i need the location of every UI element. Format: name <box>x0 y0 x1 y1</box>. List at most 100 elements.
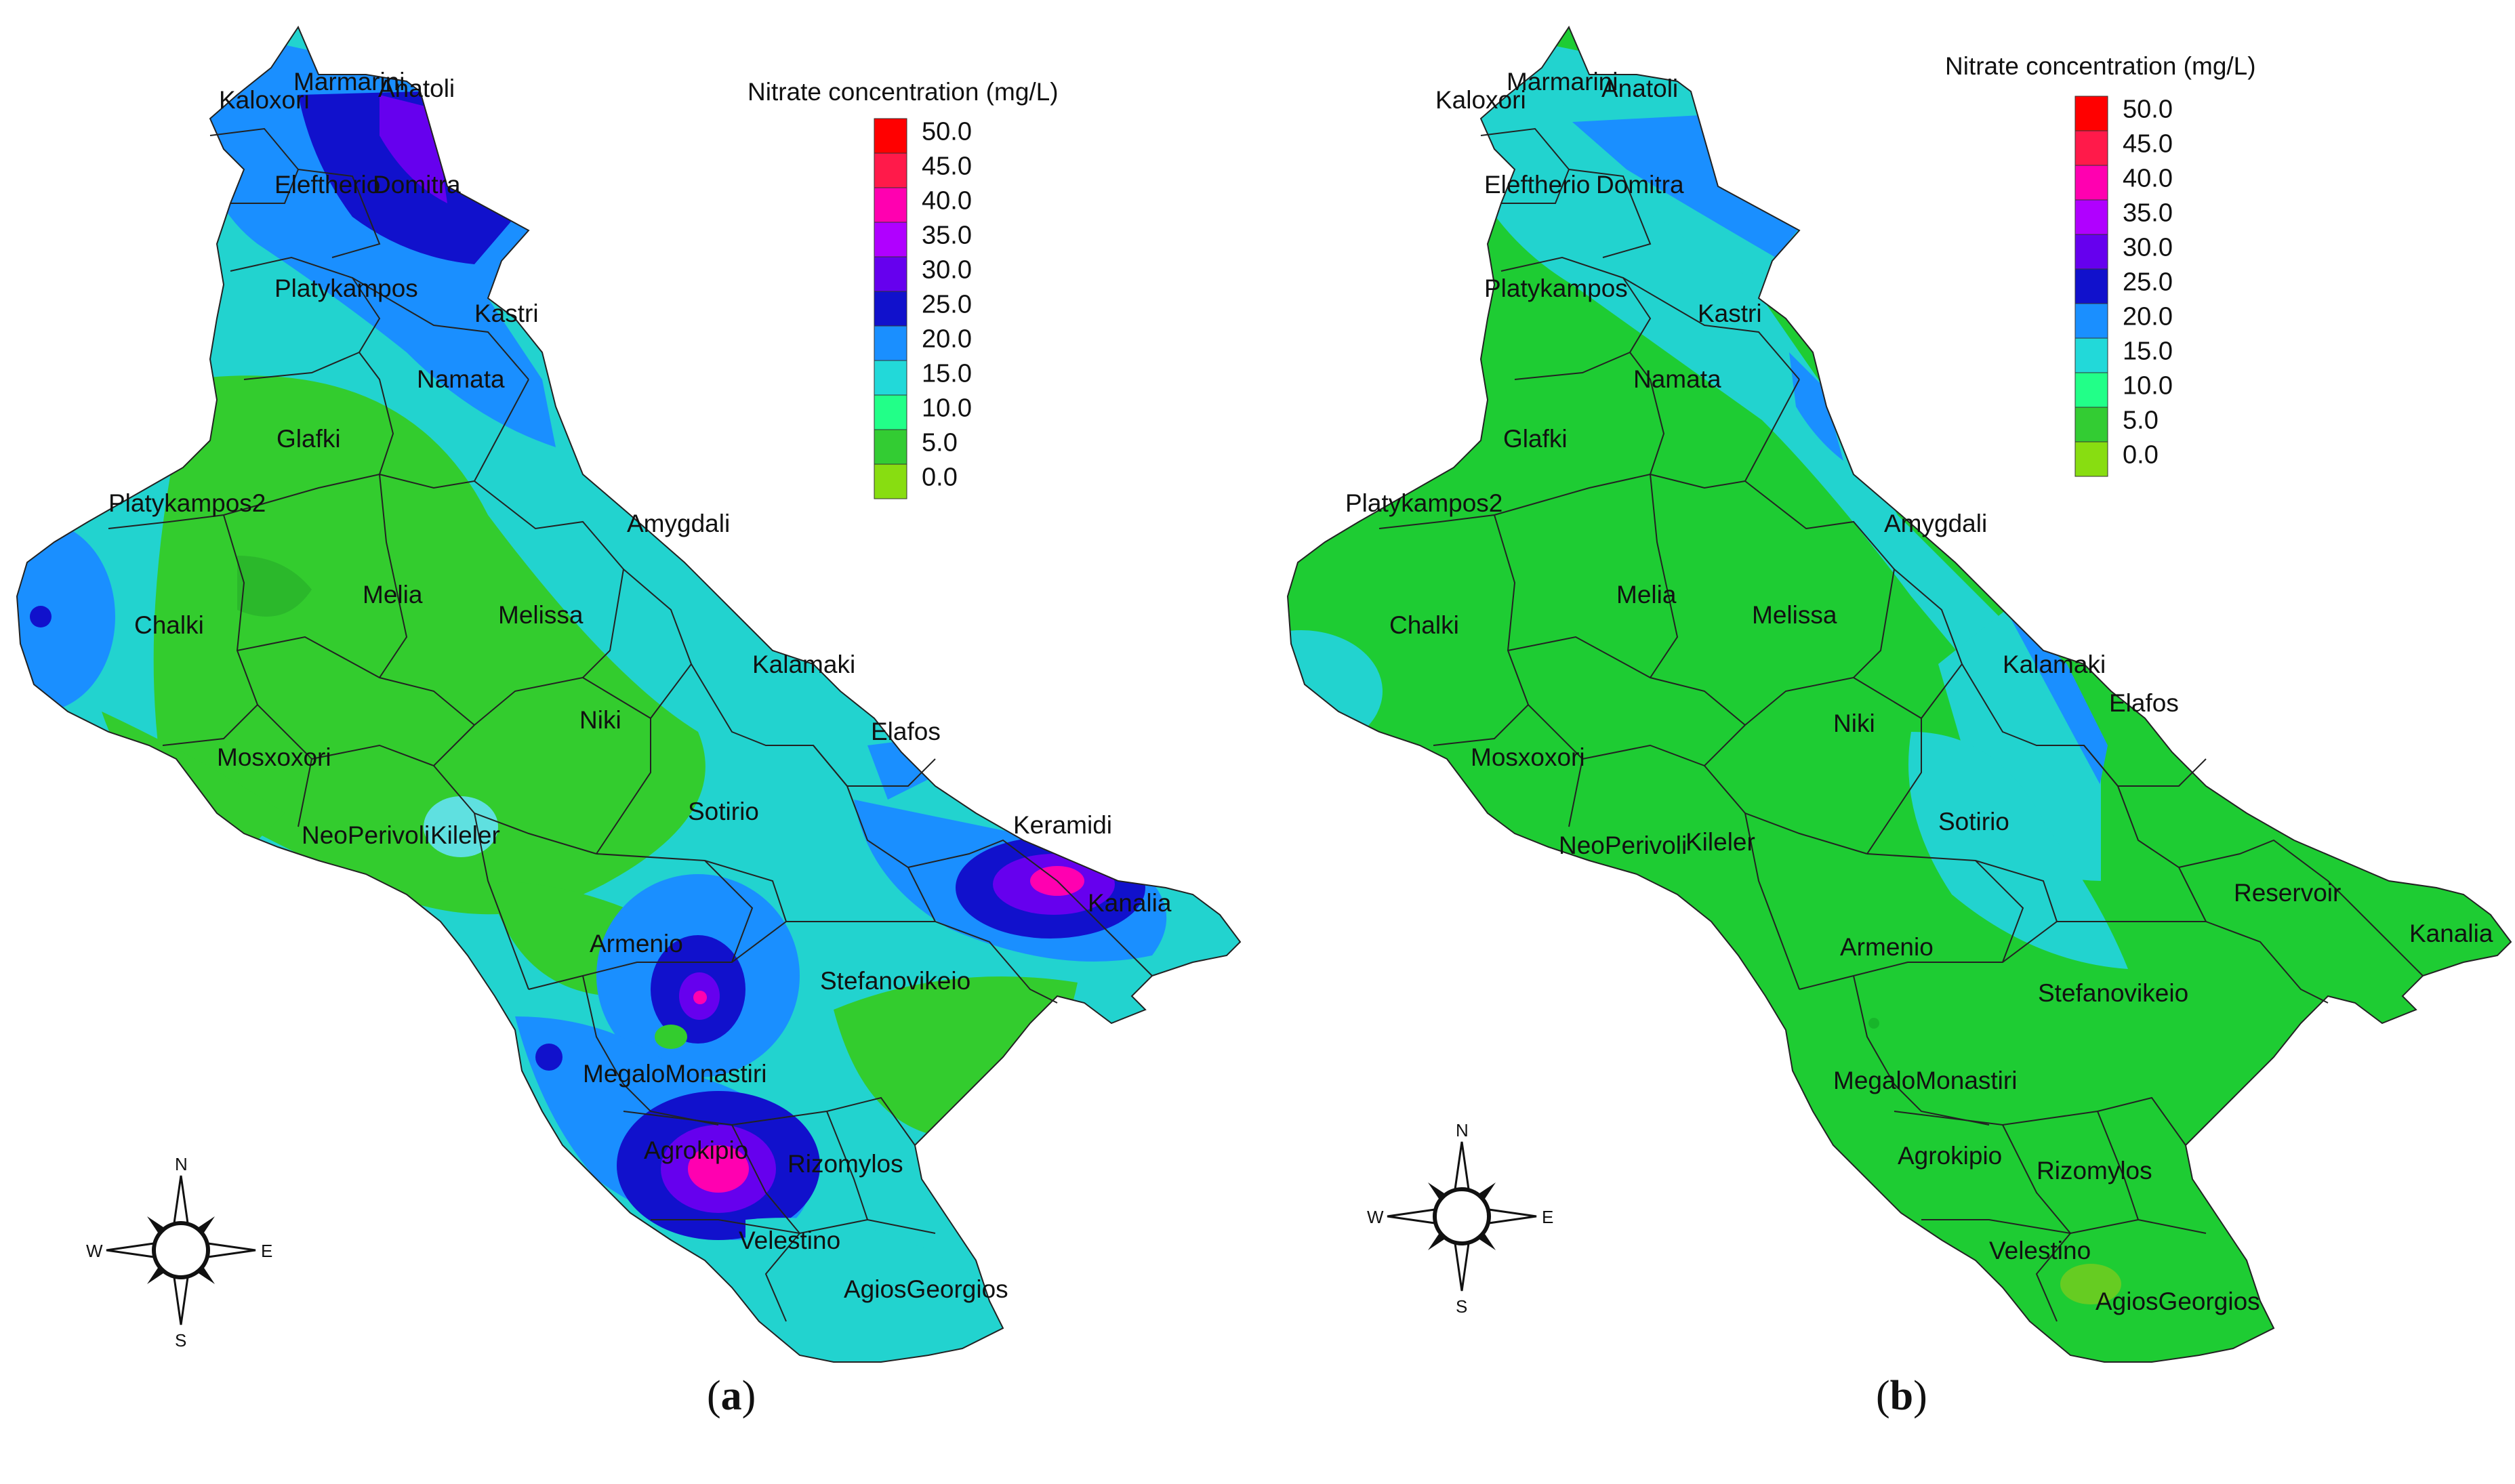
legend-b-title: Nitrate concentration (mg/L) <box>1945 52 2256 80</box>
label-sotirio: Sotirio <box>688 798 759 825</box>
label-glafki: Glafki <box>277 425 341 453</box>
legend-tick: 0.0 <box>922 463 958 492</box>
legend-tick: 5.0 <box>922 429 958 457</box>
label-kastri: Kastri <box>1698 300 1762 327</box>
label-velestino: Velestino <box>1989 1237 2091 1264</box>
legend-tick: 25.0 <box>922 291 972 319</box>
nitrate-map-b: Marmarini Anatoli Kaloxori Eleftherio Do… <box>1287 26 2512 1419</box>
legend-swatch <box>874 152 907 188</box>
compass-w: W <box>86 1241 103 1261</box>
legend-tick: 35.0 <box>2123 199 2173 228</box>
label-megalomonastiri: MegaloMonastiri <box>1833 1067 2017 1094</box>
label-agiosgeorgios: AgiosGeorgios <box>844 1275 1008 1303</box>
label-glafki: Glafki <box>1503 425 1568 453</box>
legend-a: Nitrate concentration (mg/L) 50.0 45.0 40.… <box>748 78 1059 499</box>
label-platykampos2: Platykampos2 <box>1345 489 1502 517</box>
label-armenio: Armenio <box>590 930 683 957</box>
label-platykampos: Platykampos <box>1484 274 1628 302</box>
legend-swatch <box>874 429 907 465</box>
compass-e: E <box>1542 1207 1553 1227</box>
label-platykampos2: Platykampos2 <box>108 489 266 517</box>
label-mosxoxori: Mosxoxori <box>1471 743 1585 771</box>
compass-n: N <box>1456 1120 1469 1140</box>
legend-swatch <box>2074 130 2108 166</box>
label-rizomylos: Rizomylos <box>788 1150 903 1178</box>
legend-tick: 45.0 <box>922 152 972 181</box>
legend-tick: 45.0 <box>2123 130 2173 159</box>
legend-tick: 35.0 <box>922 222 972 250</box>
label-kileler: Kileler <box>430 821 500 849</box>
label-agrokipio: Agrokipio <box>1898 1142 2002 1170</box>
legend-swatch <box>2074 234 2108 270</box>
legend-tick: 50.0 <box>922 118 972 146</box>
legend-tick: 0.0 <box>2123 441 2159 470</box>
legend-swatch <box>874 463 907 499</box>
legend-swatch <box>874 187 907 223</box>
label-reservoir: Reservoir <box>2234 879 2341 907</box>
label-niki: Niki <box>579 706 621 734</box>
legend-swatch <box>2074 407 2108 442</box>
legend-a-title: Nitrate concentration (mg/L) <box>748 78 1059 106</box>
label-neoperivoli: NeoPerivoli <box>1559 831 1687 859</box>
legend-swatch <box>874 325 907 361</box>
legend-swatch <box>874 360 907 396</box>
label-amygdali: Amygdali <box>627 510 730 537</box>
legend-swatch <box>874 222 907 257</box>
legend-tick: 50.0 <box>2123 96 2173 124</box>
label-agiosgeorgios: AgiosGeorgios <box>2095 1287 2260 1315</box>
label-kileler: Kileler <box>1685 828 1755 856</box>
label-amygdali: Amygdali <box>1884 510 1987 537</box>
label-kanalia: Kanalia <box>2409 920 2493 947</box>
label-marmarini: Marmarini <box>293 68 405 96</box>
compass-rose-icon <box>1387 1141 1537 1292</box>
legend-tick: 15.0 <box>2123 337 2173 366</box>
legend-tick: 20.0 <box>922 325 972 354</box>
label-neoperivoli: NeoPerivoli <box>302 821 430 849</box>
map-a-labels: Marmarini Anatoli Kaloxori Eleftherio Do… <box>108 68 1172 1303</box>
label-megalomonastiri: MegaloMonastiri <box>583 1060 766 1088</box>
label-namata: Namata <box>1633 365 1721 393</box>
label-marmarini: Marmarini <box>1507 68 1618 96</box>
label-stefanovikeio: Stefanovikeio <box>820 967 970 995</box>
caption-b: (b) <box>1876 1373 1927 1419</box>
compass-rose-icon <box>106 1175 256 1325</box>
legend-swatch <box>2074 268 2108 304</box>
legend-swatch <box>2074 165 2108 201</box>
label-melissa: Melissa <box>498 601 584 629</box>
map-b-labels: Marmarini Anatoli Kaloxori Eleftherio Do… <box>1345 68 2493 1315</box>
legend-swatch <box>2074 441 2108 477</box>
label-domitra: Domitra <box>373 171 461 199</box>
label-melia: Melia <box>363 581 423 609</box>
label-elafos: Elafos <box>2109 689 2179 717</box>
compass-w: W <box>1367 1207 1384 1227</box>
label-armenio: Armenio <box>1840 933 1934 961</box>
compass-n: N <box>175 1154 188 1174</box>
label-kaloxori: Kaloxori <box>219 86 310 114</box>
legend-tick: 10.0 <box>2123 372 2173 400</box>
compass-s: S <box>175 1330 186 1351</box>
label-anatoli: Anatoli <box>1601 75 1678 102</box>
label-kalamaki: Kalamaki <box>752 651 855 678</box>
label-eleftherio: Eleftherio <box>274 171 380 199</box>
label-kanalia: Kanalia <box>1088 889 1172 917</box>
label-rizomylos: Rizomylos <box>2037 1157 2152 1184</box>
compass-s: S <box>1456 1296 1467 1317</box>
label-kastri: Kastri <box>474 300 539 327</box>
legend-tick: 40.0 <box>2123 165 2173 193</box>
label-domitra: Domitra <box>1596 171 1684 199</box>
legend-tick: 30.0 <box>922 256 972 285</box>
legend-swatch <box>2074 372 2108 408</box>
legend-swatch <box>874 291 907 327</box>
label-keramidi: Keramidi <box>1013 811 1112 839</box>
legend-tick: 30.0 <box>2123 234 2173 262</box>
label-mosxoxori: Mosxoxori <box>217 743 331 771</box>
legend-swatch <box>2074 96 2108 131</box>
label-chalki: Chalki <box>134 611 204 639</box>
legend-tick: 40.0 <box>922 187 972 215</box>
legend-tick: 20.0 <box>2123 303 2173 331</box>
legend-tick: 25.0 <box>2123 268 2173 297</box>
compass-a: N S W E <box>86 1154 272 1351</box>
nitrate-map-a: Marmarini Anatoli Kaloxori Eleftherio Do… <box>16 26 1241 1419</box>
label-eleftherio: Eleftherio <box>1484 171 1590 199</box>
label-elafos: Elafos <box>871 718 941 745</box>
